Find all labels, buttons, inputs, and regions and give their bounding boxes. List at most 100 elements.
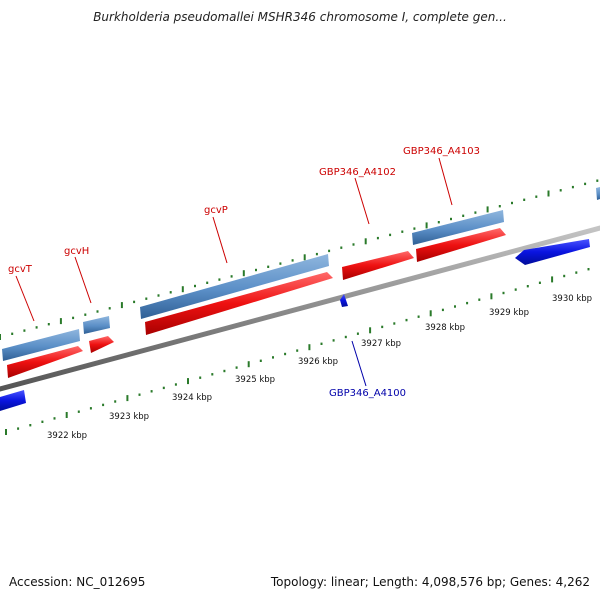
accession-text: Accession: NC_012695: [9, 575, 146, 589]
lower-major-tick: [308, 344, 311, 351]
gene-arrow-reverse-left[interactable]: [0, 390, 26, 411]
lower-minor-tick: [332, 339, 335, 342]
lower-minor-tick: [502, 291, 505, 295]
upper-minor-tick: [72, 316, 75, 320]
upper-minor-tick: [340, 246, 343, 249]
cds-bar-gcvH[interactable]: [83, 316, 110, 334]
label-gcvT[interactable]: gcvT: [8, 264, 33, 275]
gene-arrow-gcvT[interactable]: [7, 346, 83, 378]
lower-minor-tick: [174, 383, 177, 386]
label-gcvH[interactable]: gcvH: [64, 246, 89, 257]
lower-minor-tick: [417, 315, 420, 318]
lower-minor-tick: [575, 271, 578, 274]
cds-bar-gcvT[interactable]: [2, 329, 80, 361]
scale-label: 3925 kbp: [235, 375, 275, 385]
lower-tick-row: [5, 268, 590, 435]
upper-minor-tick: [584, 182, 587, 186]
scale-labels: 3922 kbp 3923 kbp 3924 kbp 3925 kbp 3926…: [47, 294, 592, 441]
upper-major-tick: [59, 318, 62, 325]
upper-major-tick: [486, 206, 489, 213]
lower-major-tick: [429, 310, 432, 317]
lower-minor-tick: [320, 342, 323, 345]
upper-minor-tick: [401, 230, 404, 233]
cds-track: [2, 187, 600, 361]
upper-minor-tick: [413, 227, 416, 230]
upper-minor-tick: [206, 281, 209, 284]
gene-arrow-gcvP[interactable]: [145, 272, 333, 335]
label-GBP346-A4102[interactable]: GBP346_A4102: [319, 167, 396, 178]
cds-bar-A4103[interactable]: [412, 210, 504, 245]
upper-minor-tick: [328, 249, 331, 253]
lower-minor-tick: [514, 288, 517, 291]
gene-arrow-reverse-right[interactable]: [515, 239, 590, 265]
upper-minor-tick: [450, 217, 452, 221]
upper-minor-tick: [35, 326, 38, 329]
upper-minor-tick: [108, 307, 111, 310]
gene-arrow-A4102[interactable]: [342, 251, 414, 280]
scale-label: 3930 kbp: [552, 294, 592, 304]
page-title: Burkholderia pseudomallei MSHR346 chromo…: [93, 10, 507, 24]
lower-minor-tick: [114, 400, 117, 403]
lower-major-tick: [247, 361, 250, 368]
upper-minor-tick: [437, 221, 440, 224]
lower-major-tick: [551, 276, 554, 283]
lower-minor-tick: [259, 359, 262, 362]
scale-label: 3924 kbp: [172, 393, 212, 403]
upper-minor-tick: [376, 236, 379, 240]
label-gcvP[interactable]: gcvP: [204, 205, 228, 216]
forward-gene-track: [7, 228, 506, 378]
lower-minor-tick: [150, 390, 153, 393]
lower-minor-tick: [162, 386, 165, 390]
upper-minor-tick: [267, 265, 270, 268]
upper-major-tick: [120, 302, 123, 309]
gene-arrow-A4103[interactable]: [416, 228, 506, 262]
scale-label: 3929 kbp: [489, 308, 529, 318]
upper-minor-tick: [133, 300, 136, 304]
lower-minor-tick: [296, 349, 299, 352]
upper-minor-tick: [571, 185, 574, 189]
gene-arrow-gcvH[interactable]: [89, 336, 114, 353]
upper-minor-tick: [523, 198, 526, 201]
lower-major-tick: [369, 327, 372, 334]
lower-minor-tick: [53, 417, 56, 420]
upper-minor-tick: [230, 275, 233, 278]
lower-major-tick: [187, 378, 189, 385]
lower-minor-tick: [17, 427, 20, 430]
lower-minor-tick: [235, 366, 238, 369]
upper-minor-tick: [218, 278, 221, 281]
label-GBP346-A4100[interactable]: GBP346_A4100: [329, 388, 406, 399]
upper-minor-tick: [194, 284, 196, 288]
upper-minor-tick: [96, 310, 99, 313]
lower-minor-tick: [41, 420, 44, 423]
lower-minor-tick: [138, 393, 141, 396]
upper-minor-tick: [279, 262, 282, 265]
lower-minor-tick: [77, 410, 80, 413]
upper-minor-tick: [169, 291, 172, 294]
upper-minor-tick: [315, 252, 318, 256]
upper-minor-tick: [255, 268, 257, 272]
cds-bar-gcvP[interactable]: [140, 254, 329, 319]
upper-minor-tick: [462, 214, 465, 217]
upper-minor-tick: [47, 323, 50, 326]
lower-minor-tick: [381, 325, 384, 329]
lower-minor-tick: [344, 335, 347, 339]
upper-minor-tick: [23, 329, 26, 332]
scale-label: 3922 kbp: [47, 431, 87, 441]
upper-minor-tick: [352, 243, 355, 246]
label-GBP346-A4103[interactable]: GBP346_A4103: [403, 146, 480, 157]
upper-major-tick: [303, 254, 306, 261]
lower-minor-tick: [393, 322, 396, 325]
cds-bar-edge[interactable]: [596, 187, 600, 200]
upper-minor-tick: [84, 313, 87, 316]
upper-minor-tick: [389, 233, 392, 237]
upper-tick-row: [0, 179, 599, 340]
lower-minor-tick: [466, 301, 469, 305]
chromosome-backbone: [0, 225, 600, 392]
gene-arrow-A4100[interactable]: [340, 294, 348, 307]
lower-minor-tick: [441, 308, 444, 312]
upper-major-tick: [547, 190, 550, 197]
scale-label: 3927 kbp: [361, 339, 401, 349]
upper-minor-tick: [291, 259, 294, 262]
